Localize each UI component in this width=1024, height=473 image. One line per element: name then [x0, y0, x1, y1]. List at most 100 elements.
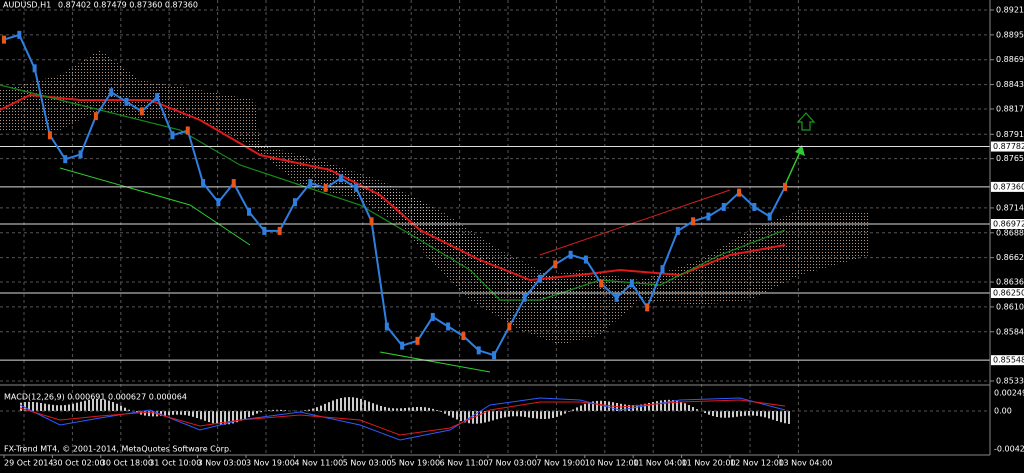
macd-histogram — [624, 404, 626, 411]
macd-histogram — [204, 411, 206, 421]
macd-histogram — [512, 411, 514, 416]
macd-histogram — [72, 404, 74, 411]
macd-histogram — [336, 399, 338, 411]
macd-histogram — [596, 401, 598, 411]
macd-histogram — [732, 411, 734, 417]
macd-histogram — [660, 400, 662, 411]
candle — [722, 203, 726, 211]
macd-histogram — [736, 411, 738, 417]
macd-histogram — [344, 397, 346, 411]
macd-histogram — [36, 402, 38, 411]
macd-histogram — [680, 402, 682, 411]
macd-histogram — [728, 411, 730, 418]
candle — [370, 217, 374, 225]
candle — [17, 31, 21, 39]
macd-histogram — [164, 411, 166, 416]
candle — [783, 183, 787, 191]
time-label: 4 Nov 11:00 — [294, 459, 343, 468]
macd-axis-label: -0.004290 — [994, 445, 1024, 454]
macd-histogram — [188, 411, 190, 416]
macd-histogram — [740, 411, 742, 416]
macd-histogram — [608, 402, 610, 411]
candle — [278, 227, 282, 235]
time-label: 31 Oct 10:00 — [149, 459, 201, 468]
macd-histogram — [48, 404, 50, 411]
macd-histogram — [372, 403, 374, 411]
candle — [216, 198, 220, 206]
time-label: 5 Nov 19:00 — [391, 459, 440, 468]
macd-histogram — [664, 400, 666, 411]
macd-histogram — [172, 411, 174, 415]
candle — [339, 174, 343, 182]
macd-histogram — [196, 411, 198, 418]
candle — [523, 294, 527, 302]
macd-histogram — [776, 411, 778, 421]
macd-histogram — [692, 407, 694, 411]
macd-histogram — [356, 398, 358, 411]
candle — [354, 184, 358, 192]
macd-histogram — [192, 411, 194, 417]
candle — [461, 332, 465, 340]
macd-histogram — [708, 411, 710, 415]
level-label: 0.85548 — [993, 356, 1024, 365]
time-label: 13 Nov 04:00 — [778, 459, 832, 468]
macd-histogram — [184, 411, 186, 415]
macd-histogram — [108, 401, 110, 411]
macd-histogram — [60, 405, 62, 411]
macd-histogram — [124, 408, 126, 411]
macd-histogram — [768, 411, 770, 418]
macd-histogram — [500, 411, 502, 418]
time-label: 10 Nov 12:00 — [585, 459, 639, 468]
macd-histogram — [348, 397, 350, 411]
macd-histogram — [176, 411, 178, 415]
candle — [155, 93, 159, 101]
macd-histogram — [376, 405, 378, 411]
macd-histogram — [540, 411, 542, 419]
price-label: 0.87655 — [996, 154, 1024, 163]
macd-histogram — [388, 408, 390, 411]
candle — [706, 213, 710, 221]
candle — [584, 256, 588, 264]
candle — [691, 217, 695, 225]
candle — [262, 227, 266, 235]
macd-histogram — [492, 411, 494, 420]
macd-histogram — [772, 411, 774, 420]
price-label: 0.88175 — [996, 104, 1024, 113]
macd-histogram — [448, 411, 450, 416]
macd-histogram — [456, 411, 458, 419]
candle — [94, 112, 98, 120]
macd-histogram — [112, 402, 114, 411]
candle — [768, 213, 772, 221]
macd-histogram — [64, 405, 66, 411]
candle — [48, 131, 52, 139]
macd-histogram — [652, 402, 654, 411]
macd-histogram — [416, 407, 418, 411]
candle — [186, 126, 190, 134]
candle — [324, 184, 328, 192]
candle — [400, 342, 404, 350]
macd-histogram — [424, 407, 426, 411]
macd-histogram — [580, 405, 582, 411]
candle — [630, 279, 634, 287]
candle — [170, 131, 174, 139]
time-label: 11 Nov 20:00 — [682, 459, 736, 468]
candle — [569, 251, 573, 259]
candle — [79, 150, 83, 158]
macd-histogram — [68, 404, 70, 411]
quote: 0.87402 0.87479 0.87360 0.87360 — [58, 1, 198, 10]
time-label: 5 Nov 03:00 — [343, 459, 392, 468]
time-label: 3 Nov 03:00 — [198, 459, 247, 468]
level-label: 0.87782 — [993, 142, 1024, 151]
time-label: 7 Nov 03:00 — [488, 459, 537, 468]
macd-histogram — [504, 411, 506, 417]
candle — [615, 294, 619, 302]
time-label: 7 Nov 19:00 — [536, 459, 585, 468]
candle — [492, 351, 496, 359]
level-label: 0.86972 — [993, 219, 1024, 228]
macd-histogram — [44, 404, 46, 411]
